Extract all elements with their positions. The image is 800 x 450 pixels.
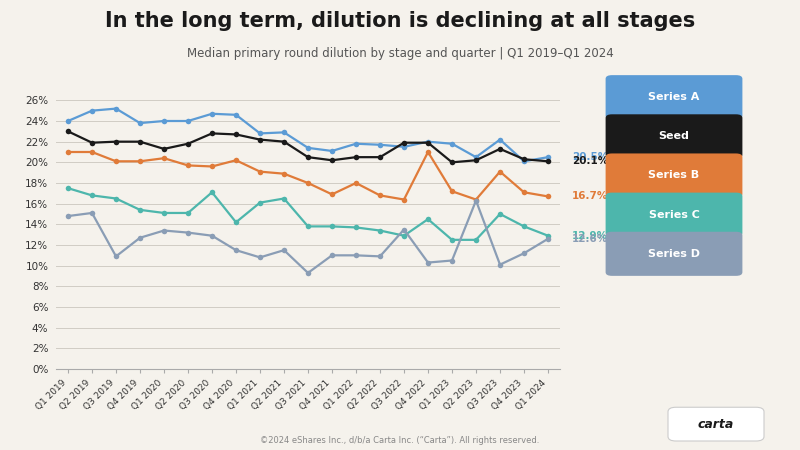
Text: carta: carta xyxy=(698,418,734,431)
Text: In the long term, dilution is declining at all stages: In the long term, dilution is declining … xyxy=(105,11,695,31)
Text: 12.6%: 12.6% xyxy=(572,234,608,244)
Text: ©2024 eShares Inc., d/b/a Carta Inc. (“Carta”). All rights reserved.: ©2024 eShares Inc., d/b/a Carta Inc. (“C… xyxy=(260,436,540,445)
Text: Series C: Series C xyxy=(649,210,699,220)
Text: 20.1%: 20.1% xyxy=(572,156,608,166)
Text: Series A: Series A xyxy=(648,92,700,102)
Text: Series D: Series D xyxy=(648,249,700,259)
Text: 12.9%: 12.9% xyxy=(572,231,608,241)
Text: Seed: Seed xyxy=(658,131,690,141)
Text: Series B: Series B xyxy=(649,171,699,180)
Text: Median primary round dilution by stage and quarter | Q1 2019–Q1 2024: Median primary round dilution by stage a… xyxy=(186,47,614,60)
Text: 16.7%: 16.7% xyxy=(572,191,608,202)
Text: 20.5%: 20.5% xyxy=(572,152,608,162)
